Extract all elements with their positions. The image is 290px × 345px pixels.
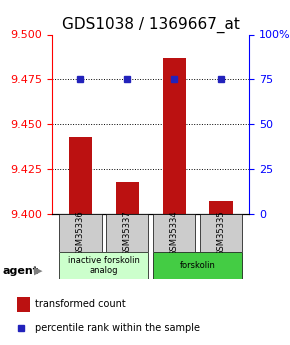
Bar — [162, 58, 186, 214]
Text: GSM35337: GSM35337 — [123, 210, 132, 256]
FancyBboxPatch shape — [59, 252, 148, 279]
FancyBboxPatch shape — [59, 214, 102, 252]
Text: GSM35336: GSM35336 — [76, 210, 85, 256]
Bar — [69, 137, 92, 214]
Text: forskolin: forskolin — [180, 261, 216, 270]
Text: transformed count: transformed count — [35, 299, 126, 309]
Bar — [209, 201, 233, 214]
Title: GDS1038 / 1369667_at: GDS1038 / 1369667_at — [62, 17, 240, 33]
FancyBboxPatch shape — [153, 252, 242, 279]
Text: ▶: ▶ — [34, 266, 42, 276]
Text: GSM35334: GSM35334 — [170, 210, 179, 256]
Text: percentile rank within the sample: percentile rank within the sample — [35, 324, 200, 333]
Bar — [17, 297, 30, 312]
FancyBboxPatch shape — [106, 214, 148, 252]
Text: inactive forskolin
analog: inactive forskolin analog — [68, 256, 140, 275]
Text: GSM35335: GSM35335 — [217, 210, 226, 256]
FancyBboxPatch shape — [153, 214, 195, 252]
FancyBboxPatch shape — [200, 214, 242, 252]
Text: agent: agent — [3, 266, 39, 276]
Bar — [116, 181, 139, 214]
